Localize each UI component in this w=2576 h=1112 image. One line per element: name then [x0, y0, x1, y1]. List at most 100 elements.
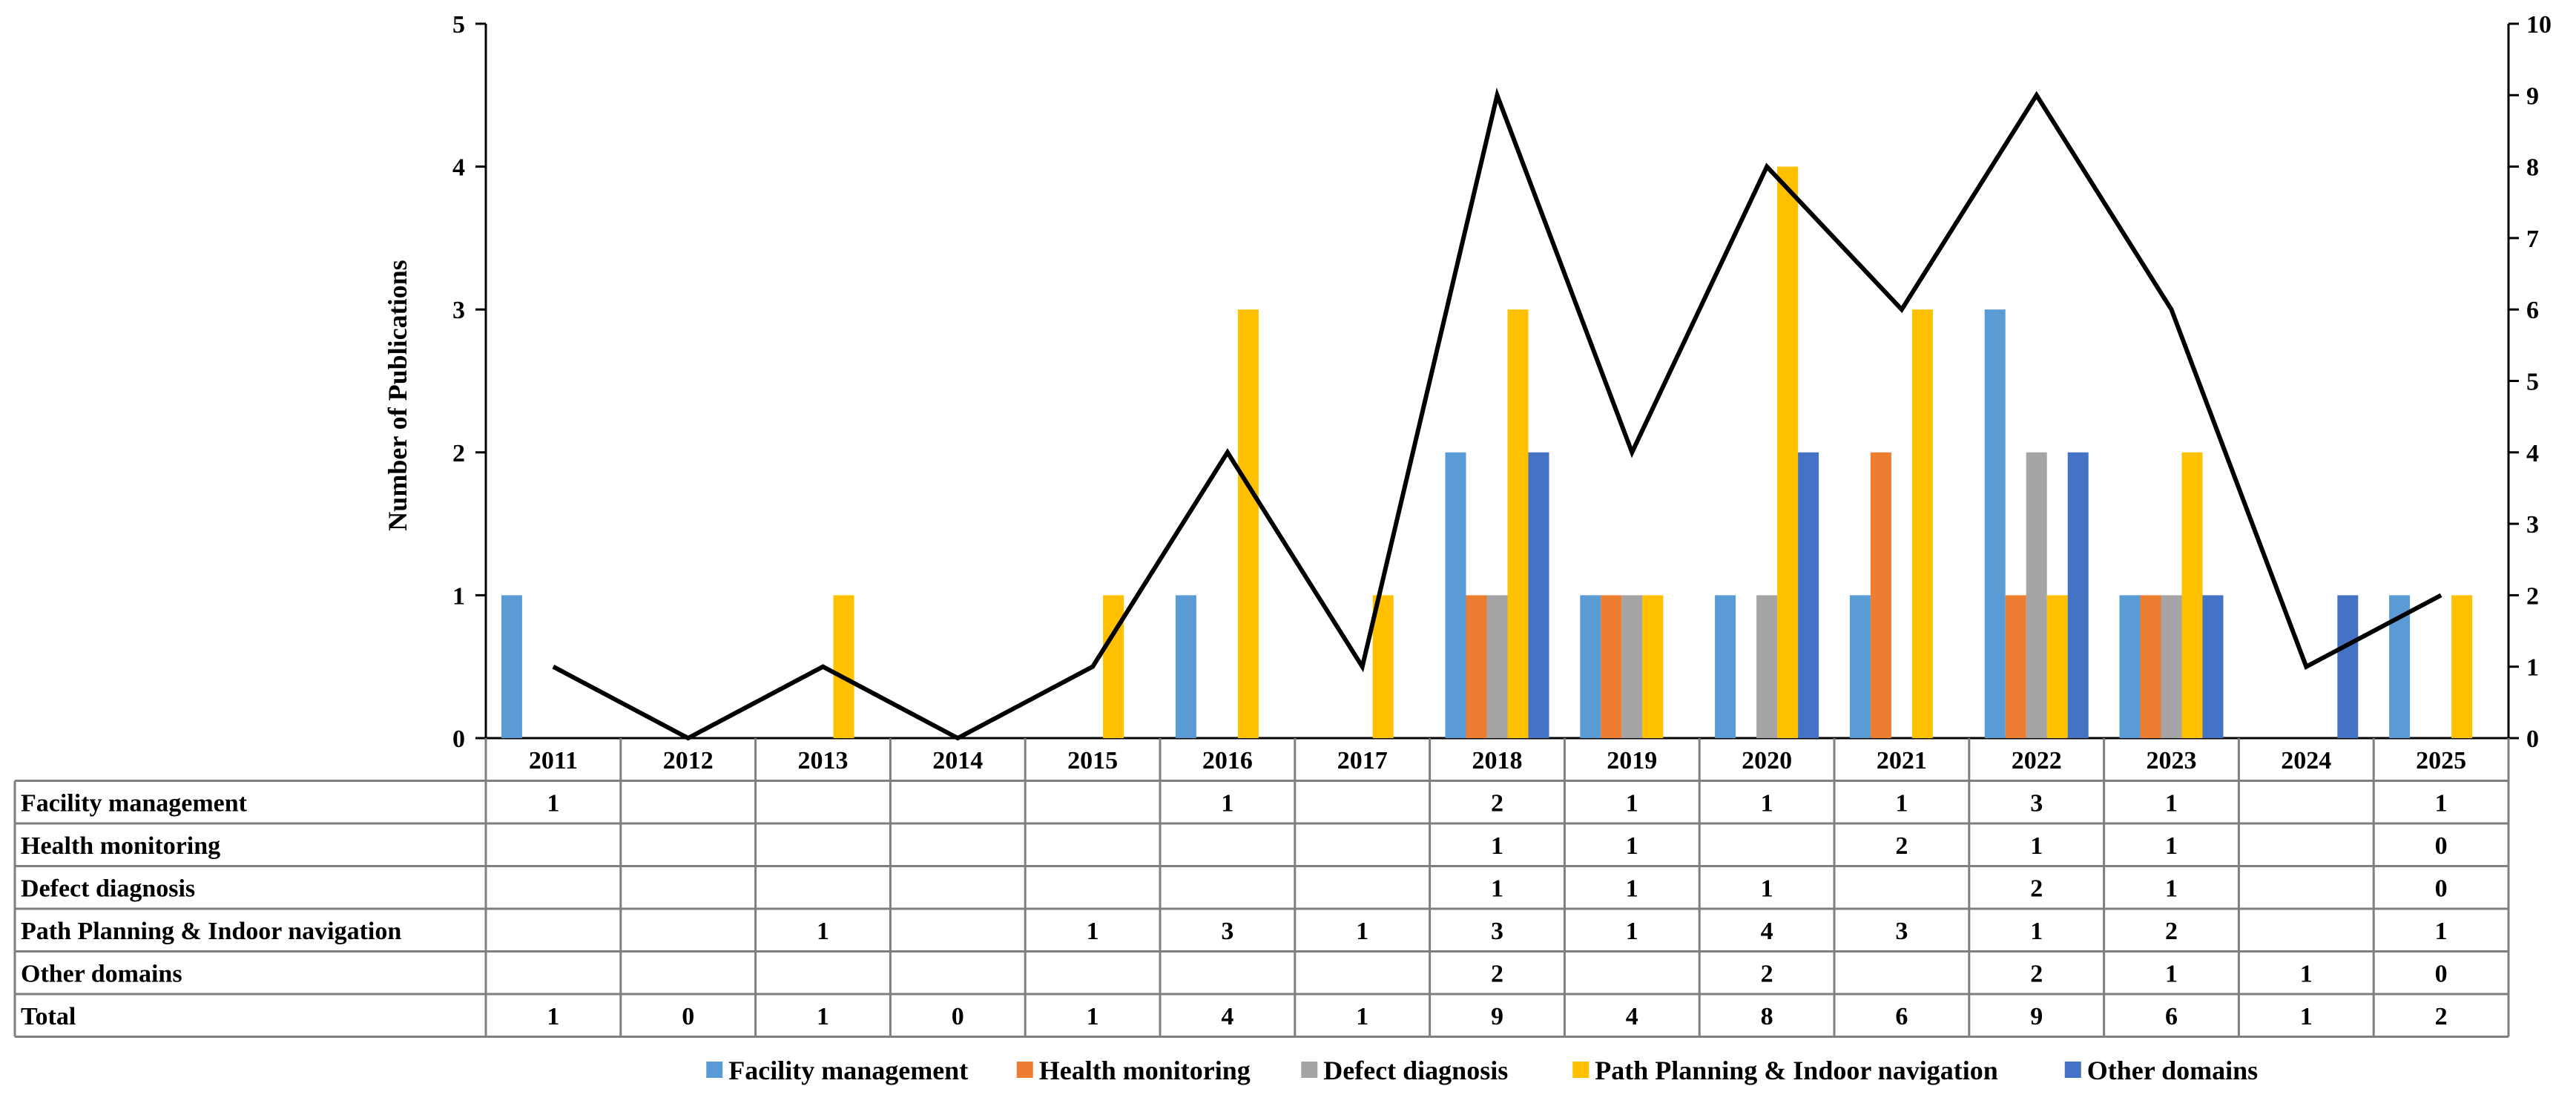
legend-swatch — [1016, 1062, 1033, 1078]
bar — [2067, 452, 2089, 738]
data-label: 1 — [817, 1003, 829, 1030]
bar — [2046, 595, 2068, 738]
legend-swatch — [706, 1062, 723, 1078]
y-tick-label-right: 4 — [2526, 440, 2539, 467]
bar — [1466, 595, 1487, 738]
bar — [1580, 595, 1601, 738]
y-tick-label-right: 7 — [2526, 226, 2539, 253]
legend-label: Path Planning & Indoor navigation — [1595, 1056, 1997, 1085]
legend-label: Defect diagnosis — [1323, 1056, 1508, 1085]
table-row-label: Other domains — [21, 960, 182, 987]
data-label: 3 — [1491, 918, 1503, 945]
data-label: 9 — [2030, 1003, 2043, 1030]
legend-label: Other domains — [2087, 1056, 2258, 1085]
bar — [1849, 595, 1871, 738]
data-label: 6 — [2165, 1003, 2178, 1030]
bar — [1642, 595, 1664, 738]
x-tick-label: 2011 — [529, 747, 578, 774]
x-tick-label: 2017 — [1337, 747, 1388, 774]
y-tick-label-right: 1 — [2526, 654, 2539, 682]
bar — [1372, 595, 1394, 738]
data-label: 1 — [2165, 960, 2178, 987]
data-label: 1 — [1761, 875, 1773, 902]
x-tick-label: 2025 — [2416, 747, 2466, 774]
data-label: 0 — [952, 1003, 964, 1030]
bar — [1445, 452, 1466, 738]
bar — [2181, 452, 2203, 738]
data-label: 1 — [1087, 918, 1099, 945]
data-label: 0 — [2435, 960, 2448, 987]
y-tick-label-right: 5 — [2526, 369, 2539, 396]
legend-swatch — [2064, 1062, 2081, 1078]
data-label: 1 — [2300, 1003, 2313, 1030]
bar — [1777, 166, 1799, 739]
table-row-label: Total — [21, 1003, 76, 1030]
data-label: 0 — [682, 1003, 694, 1030]
data-label: 2 — [2030, 875, 2043, 902]
data-label: 1 — [2030, 918, 2043, 945]
bar — [2202, 595, 2224, 738]
data-label: 2 — [2030, 960, 2043, 987]
y-tick-label-left: 4 — [452, 154, 465, 182]
data-label: 3 — [2030, 789, 2043, 817]
legend-label: Health monitoring — [1039, 1056, 1251, 1085]
data-label: 1 — [1626, 875, 1638, 902]
bar — [1237, 309, 1259, 738]
bar — [1984, 309, 2006, 738]
bar — [2161, 595, 2182, 738]
data-label: 2 — [2435, 1003, 2448, 1030]
data-label: 1 — [2435, 789, 2448, 817]
x-tick-label: 2024 — [2281, 747, 2331, 774]
y-tick-label-left: 0 — [452, 726, 465, 753]
x-tick-label: 2012 — [663, 747, 714, 774]
bar — [1528, 452, 1549, 738]
data-label: 2 — [1491, 960, 1503, 987]
y-tick-label-right: 10 — [2526, 11, 2552, 39]
bar — [2026, 452, 2047, 738]
y-tick-label-right: 6 — [2526, 297, 2539, 324]
data-label: 2 — [2165, 918, 2178, 945]
data-label: 2 — [1491, 789, 1503, 817]
bar — [833, 595, 854, 738]
data-label: 1 — [1087, 1003, 1099, 1030]
table-row-label: Health monitoring — [21, 832, 220, 860]
data-label: 3 — [1895, 918, 1908, 945]
data-label: 2 — [1761, 960, 1773, 987]
data-label: 6 — [1895, 1003, 1908, 1030]
x-tick-label: 2020 — [1742, 747, 1792, 774]
legend-swatch — [1572, 1062, 1590, 1078]
y-tick-label-right: 3 — [2526, 511, 2539, 539]
data-label: 1 — [1626, 832, 1638, 860]
bar — [2140, 595, 2161, 738]
x-tick-label: 2013 — [798, 747, 849, 774]
data-label: 1 — [547, 1003, 559, 1030]
y-tick-label-right: 2 — [2526, 582, 2539, 610]
x-tick-label: 2014 — [932, 747, 983, 774]
table-row-label: Facility management — [21, 789, 248, 817]
data-label: 9 — [1491, 1003, 1503, 1030]
data-label: 4 — [1761, 918, 1773, 945]
y-tick-label-left: 3 — [452, 297, 465, 324]
bar — [2005, 595, 2026, 738]
data-label: 1 — [2435, 918, 2448, 945]
bar — [1756, 595, 1778, 738]
data-label: 1 — [2165, 875, 2178, 902]
data-label: 4 — [1626, 1003, 1638, 1030]
x-tick-label: 2023 — [2147, 747, 2197, 774]
legend-label: Facility management — [728, 1056, 968, 1085]
x-tick-label: 2015 — [1067, 747, 1118, 774]
data-label: 4 — [1221, 1003, 1233, 1030]
data-label: 1 — [1626, 918, 1638, 945]
data-label: 1 — [2165, 789, 2178, 817]
total-line — [552, 88, 2442, 741]
bar — [1911, 309, 1933, 738]
data-label: 1 — [1221, 789, 1233, 817]
data-label: 1 — [1491, 875, 1503, 902]
bar — [1601, 595, 1622, 738]
bar — [2337, 595, 2359, 738]
bar — [2119, 595, 2141, 738]
legend-swatch — [1301, 1062, 1318, 1078]
bar — [1798, 452, 1819, 738]
x-tick-label: 2016 — [1202, 747, 1253, 774]
